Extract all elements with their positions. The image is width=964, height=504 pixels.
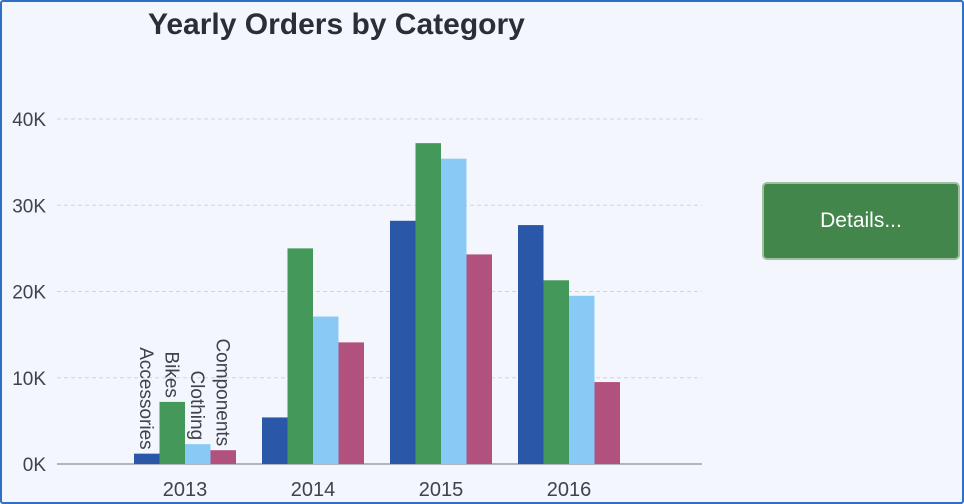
bar-bikes-2013 bbox=[159, 401, 185, 464]
bar-bikes-2016 bbox=[543, 280, 569, 464]
bar-accessories-2013 bbox=[134, 453, 160, 464]
bar-accessories-2015 bbox=[390, 220, 416, 464]
chart-title: Yearly Orders by Category bbox=[148, 8, 525, 41]
bar-components-2014 bbox=[338, 342, 364, 464]
y-tick-label: 30K bbox=[12, 196, 46, 217]
bar-components-2013 bbox=[210, 450, 236, 464]
bar-accessories-2016 bbox=[518, 225, 544, 464]
y-tick-label: 40K bbox=[12, 110, 46, 131]
x-tick-label: 2013 bbox=[163, 479, 208, 501]
bar-clothing-2014 bbox=[313, 316, 339, 464]
bar-components-2015 bbox=[466, 254, 492, 464]
bar-clothing-2015 bbox=[441, 158, 467, 465]
bar-bikes-2015 bbox=[415, 143, 441, 464]
y-tick-label: 10K bbox=[12, 369, 46, 390]
details-button[interactable]: Details... bbox=[762, 182, 960, 260]
x-tick-label: 2014 bbox=[291, 479, 336, 501]
series-label-bikes: Bikes bbox=[160, 351, 181, 397]
series-label-components: Components bbox=[211, 338, 232, 446]
bar-clothing-2013 bbox=[185, 444, 211, 464]
y-tick-label: 0K bbox=[23, 455, 47, 476]
series-label-accessories: Accessories bbox=[135, 347, 156, 449]
y-tick-label: 20K bbox=[12, 283, 46, 304]
bar-clothing-2016 bbox=[569, 295, 595, 464]
bar-components-2016 bbox=[594, 382, 620, 464]
x-tick-label: 2016 bbox=[547, 479, 592, 501]
bar-accessories-2014 bbox=[262, 417, 288, 464]
x-tick-label: 2015 bbox=[419, 479, 464, 501]
bar-bikes-2014 bbox=[287, 248, 313, 464]
series-label-clothing: Clothing bbox=[186, 370, 207, 440]
